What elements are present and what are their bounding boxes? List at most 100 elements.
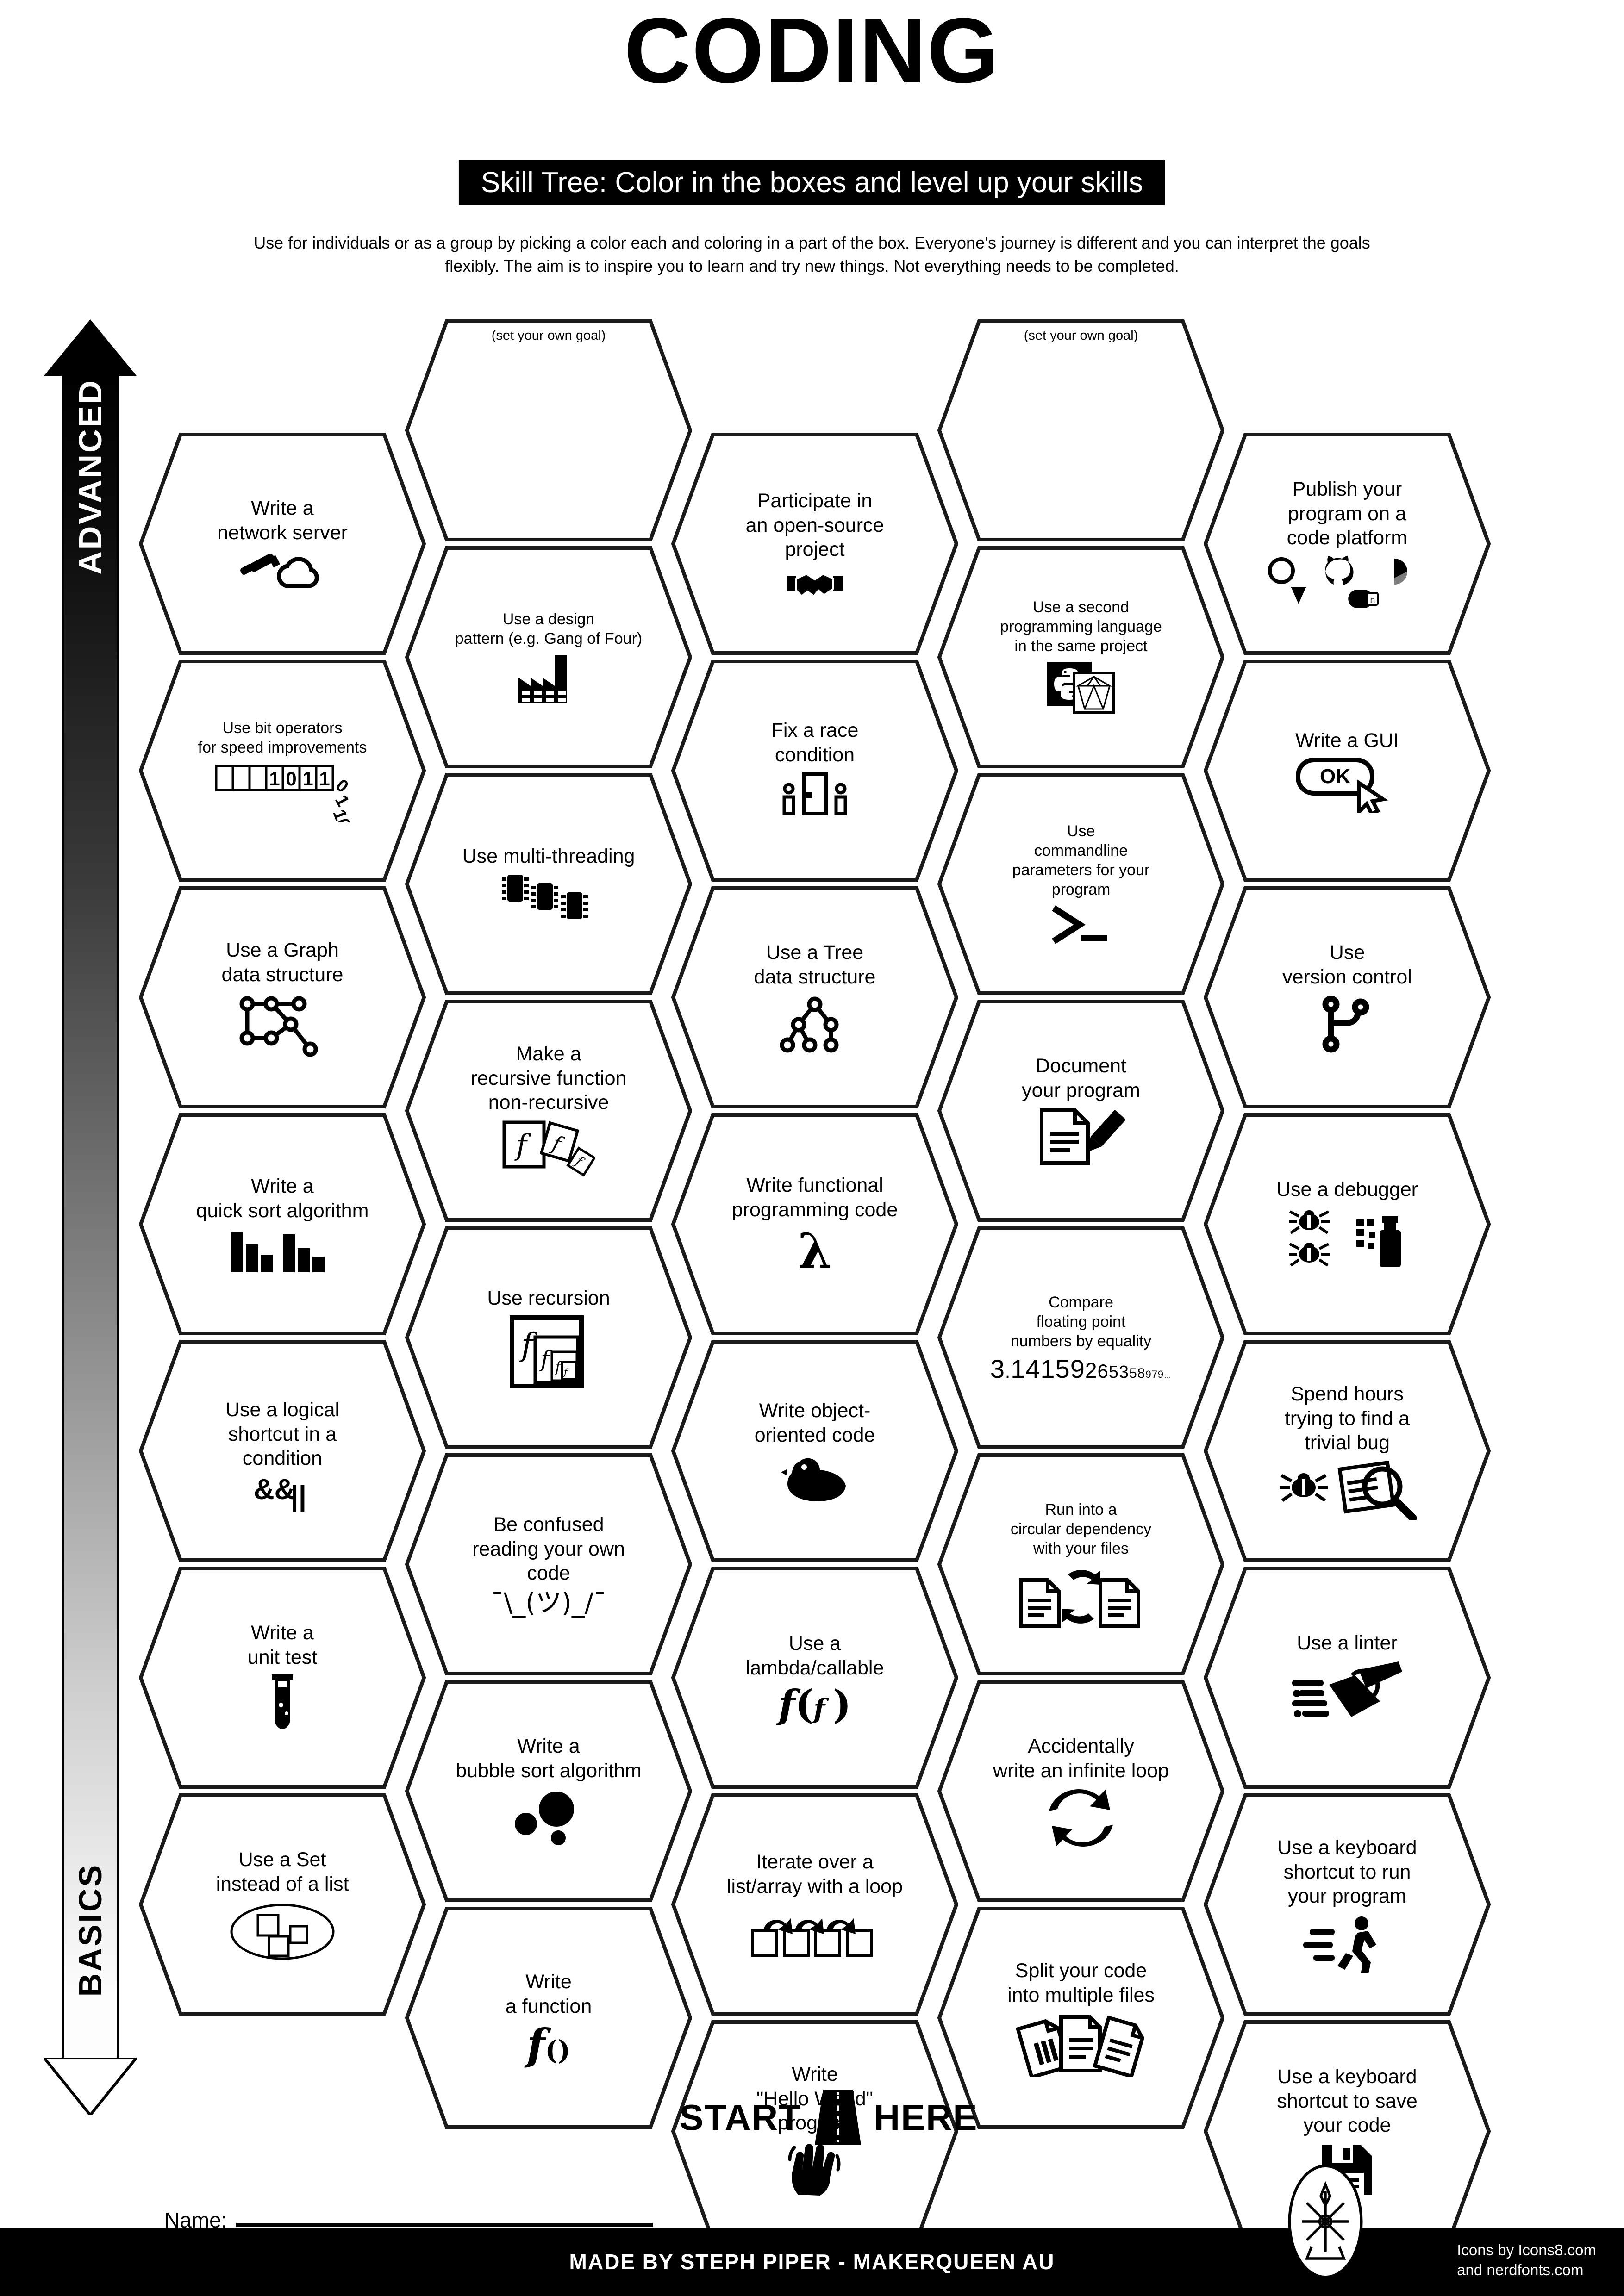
bug-spray-icon [1230, 1206, 1465, 1271]
subtitle-banner: Skill Tree: Color in the boxes and level… [458, 160, 1166, 205]
skill-hex-unit-test[interactable]: Write a unit test [139, 1567, 426, 1789]
circular-files-icon [963, 1563, 1199, 1628]
skill-hex-circular-dep[interactable]: Run into a circular dependency with your f… [937, 1453, 1224, 1675]
name-write-line[interactable] [236, 2223, 653, 2227]
skill-label-set-goal-c2: (set your own goal) [491, 328, 606, 343]
hex-outline [1204, 1793, 1491, 2016]
skill-label-design-pattern: Use a design pattern (e.g. Gang of Four) [455, 610, 643, 647]
skill-hex-race-condition[interactable]: Fix a race condition [671, 660, 958, 882]
skill-hex-functional-code[interactable]: Write functional programming code λ [671, 1113, 958, 1335]
skill-label-float-equality: Compare floating point numbers by equality [1010, 1294, 1152, 1350]
svg-text:1: 1 [319, 768, 330, 790]
makerqueen-logo [1288, 2165, 1363, 2278]
skill-hex-document[interactable]: Document your program [937, 1000, 1224, 1222]
svg-text:OK: OK [1320, 765, 1350, 788]
skill-label-publish-code: Publish your program on a code platform [1287, 478, 1408, 549]
skill-hex-set-goal-c2[interactable]: (set your own goal) [405, 319, 692, 541]
skill-hex-iterate-loop[interactable]: Iterate over a list/array with a loop [671, 1793, 958, 2016]
hex-outline [139, 1340, 426, 1562]
skill-hex-commandline[interactable]: Use commandline parameters for your program [937, 773, 1224, 995]
skill-hex-hello-world[interactable]: Write "Hello World" program [671, 2020, 958, 2242]
set-icon [165, 1901, 400, 1961]
bars-icon [165, 1228, 400, 1274]
skill-label-commandline: Use commandline parameters for your program [1012, 822, 1150, 898]
pi-icon: 3.14159265358979… [990, 1354, 1172, 1383]
skill-label-tree-structure: Use a Tree data structure [754, 941, 876, 988]
svg-text:1: 1 [269, 768, 280, 790]
skill-label-trivial-bug: Spend hours trying to find a trivial bug [1284, 1382, 1410, 1454]
run-icon [1230, 1913, 1465, 1974]
skill-hex-use-recursion[interactable]: Use recursion f f f f [405, 1226, 692, 1449]
skill-hex-kbd-run[interactable]: Use a keyboard shortcut to run your progra… [1204, 1793, 1491, 2016]
skill-hex-version-control[interactable]: Use version control [1204, 886, 1491, 1108]
skill-hex-float-equality[interactable]: Compare floating point numbers by equality… [937, 1226, 1224, 1449]
skill-label-bit-operators: Use bit operators for speed improvements [198, 719, 367, 756]
svg-text:0: 0 [286, 768, 296, 790]
skill-hex-logical-shortcut[interactable]: Use a logical shortcut in a condition &&|| [139, 1340, 426, 1562]
python-ruby-icon [963, 661, 1199, 716]
skill-hex-object-oriented[interactable]: Write object-oriented code [671, 1340, 958, 1562]
hex-outline [671, 1793, 958, 2016]
lambda-icon: λ [798, 1222, 832, 1279]
doc-pencil-icon [963, 1108, 1199, 1168]
skill-hex-lambda-callable[interactable]: Use a lambda/callable f(f ) [671, 1567, 958, 1789]
skill-label-kbd-run: Use a keyboard shortcut to run your progra… [1277, 1836, 1417, 1908]
skill-hex-split-files[interactable]: Split your code into multiple files [937, 1907, 1224, 2129]
skill-hex-trivial-bug[interactable]: Spend hours trying to find a trivial bug [1204, 1340, 1491, 1562]
skill-hex-write-gui[interactable]: Write a GUI OK [1204, 660, 1491, 882]
skill-label-multi-threading: Use multi-threading [462, 845, 635, 867]
skill-hex-network-server[interactable]: Write a network server [139, 433, 426, 655]
hex-outline [937, 1453, 1224, 1675]
hex-outline [405, 1680, 692, 1902]
start-word: START [679, 2097, 802, 2138]
skill-hex-set-goal-c4[interactable]: (set your own goal) [937, 319, 1224, 541]
hex-outline [405, 546, 692, 768]
skill-label-quick-sort: Write a quick sort algorithm [196, 1175, 369, 1222]
skill-hex-use-set[interactable]: Use a Set instead of a list [139, 1793, 426, 2016]
arrow-head-down-icon [44, 2058, 137, 2115]
skill-hex-tree-structure[interactable]: Use a Tree data structure [671, 886, 958, 1108]
hex-outline [405, 1453, 692, 1675]
skill-label-non-recursive: Make a recursive function non-recursive [470, 1042, 627, 1114]
skill-hex-bubble-sort[interactable]: Write a bubble sort algorithm [405, 1680, 692, 1902]
skill-hex-use-linter[interactable]: Use a linter [1204, 1567, 1491, 1789]
skill-label-use-recursion: Use recursion [487, 1287, 610, 1309]
skill-label-infinite-loop: Accidentally write an infinite loop [993, 1735, 1169, 1782]
f-paren-icon: f() [526, 2019, 571, 2070]
skill-label-kbd-save: Use a keyboard shortcut to save your code [1277, 2065, 1418, 2137]
arrow-head-up-icon [44, 319, 137, 376]
iterate-icon [697, 1904, 932, 1959]
skill-hex-multi-threading[interactable]: Use multi-threading [405, 773, 692, 995]
hex-outline [1204, 1340, 1491, 1562]
skill-hex-quick-sort[interactable]: Write a quick sort algorithm [139, 1113, 426, 1335]
skill-hex-publish-code[interactable]: Publish your program on a code platform n [1204, 433, 1491, 655]
difficulty-axis-arrow: ADVANCED BASICS [44, 319, 137, 2115]
skill-hex-bit-operators[interactable]: Use bit operators for speed improvements … [139, 660, 426, 882]
skill-hex-non-recursive[interactable]: Make a recursive function non-recursive f … [405, 1000, 692, 1222]
skill-label-open-source: Participate in an open-source project [745, 489, 884, 561]
server-cloud-icon [165, 550, 400, 591]
hex-outline [937, 773, 1224, 995]
skill-hex-second-language[interactable]: Use a second programming language in the s… [937, 546, 1224, 768]
hex-outline [937, 546, 1224, 768]
hex-outline [405, 1000, 692, 1222]
skill-hex-infinite-loop[interactable]: Accidentally write an infinite loop [937, 1680, 1224, 1902]
hex-outline [1204, 886, 1491, 1108]
skill-hex-confused-code[interactable]: Be confused reading your own code ¯\_(ツ)_/… [405, 1453, 692, 1675]
skill-label-circular-dep: Run into a circular dependency with your f… [1010, 1501, 1152, 1557]
skill-hex-design-pattern[interactable]: Use a design pattern (e.g. Gang of Four) [405, 546, 692, 768]
tree-icon [697, 994, 932, 1054]
skill-label-set-goal-c4: (set your own goal) [1024, 328, 1138, 343]
hex-outline [139, 1113, 426, 1335]
skill-label-iterate-loop: Iterate over a list/array with a loop [727, 1851, 903, 1898]
skill-hex-use-debugger[interactable]: Use a debugger [1204, 1113, 1491, 1335]
skill-hex-graph-structure[interactable]: Use a Graph data structure [139, 886, 426, 1108]
skill-hex-open-source[interactable]: Participate in an open-source project [671, 433, 958, 655]
bug-search-icon [1230, 1460, 1465, 1520]
hex-outline [1204, 1113, 1491, 1335]
footer-credit: MADE BY STEPH PIPER - MAKERQUEEN AU [569, 2250, 1055, 2274]
factory-icon [431, 653, 666, 704]
skill-hex-write-function[interactable]: Write a function f() [405, 1907, 692, 2129]
binary-icon: 101 1 0 1 1 0 [165, 762, 400, 822]
skill-label-write-function: Write a function [505, 1971, 592, 2017]
